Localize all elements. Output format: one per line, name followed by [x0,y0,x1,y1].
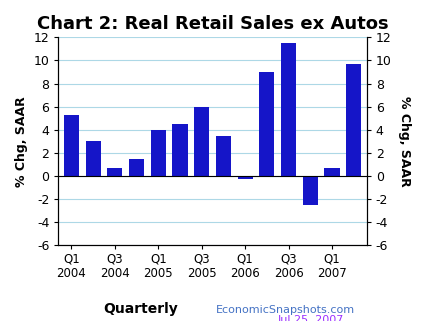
Bar [129,159,144,176]
Bar [107,168,123,176]
Bar [86,141,101,176]
Bar [281,43,296,176]
Bar [194,107,209,176]
Y-axis label: % Chg, SAAR: % Chg, SAAR [398,96,411,187]
Bar [346,64,361,176]
Bar [216,135,231,176]
Bar [173,124,187,176]
Text: Quarterly: Quarterly [103,302,178,316]
Y-axis label: % Chg, SAAR: % Chg, SAAR [15,96,28,187]
Bar [238,176,253,179]
Title: Chart 2: Real Retail Sales ex Autos: Chart 2: Real Retail Sales ex Autos [37,15,389,33]
Text: Jul 25, 2007: Jul 25, 2007 [278,315,344,321]
Bar [64,115,79,176]
Bar [151,130,166,176]
Bar [259,72,274,176]
Text: EconomicSnapshots.com: EconomicSnapshots.com [216,305,355,315]
Bar [324,168,340,176]
Bar [302,176,318,205]
